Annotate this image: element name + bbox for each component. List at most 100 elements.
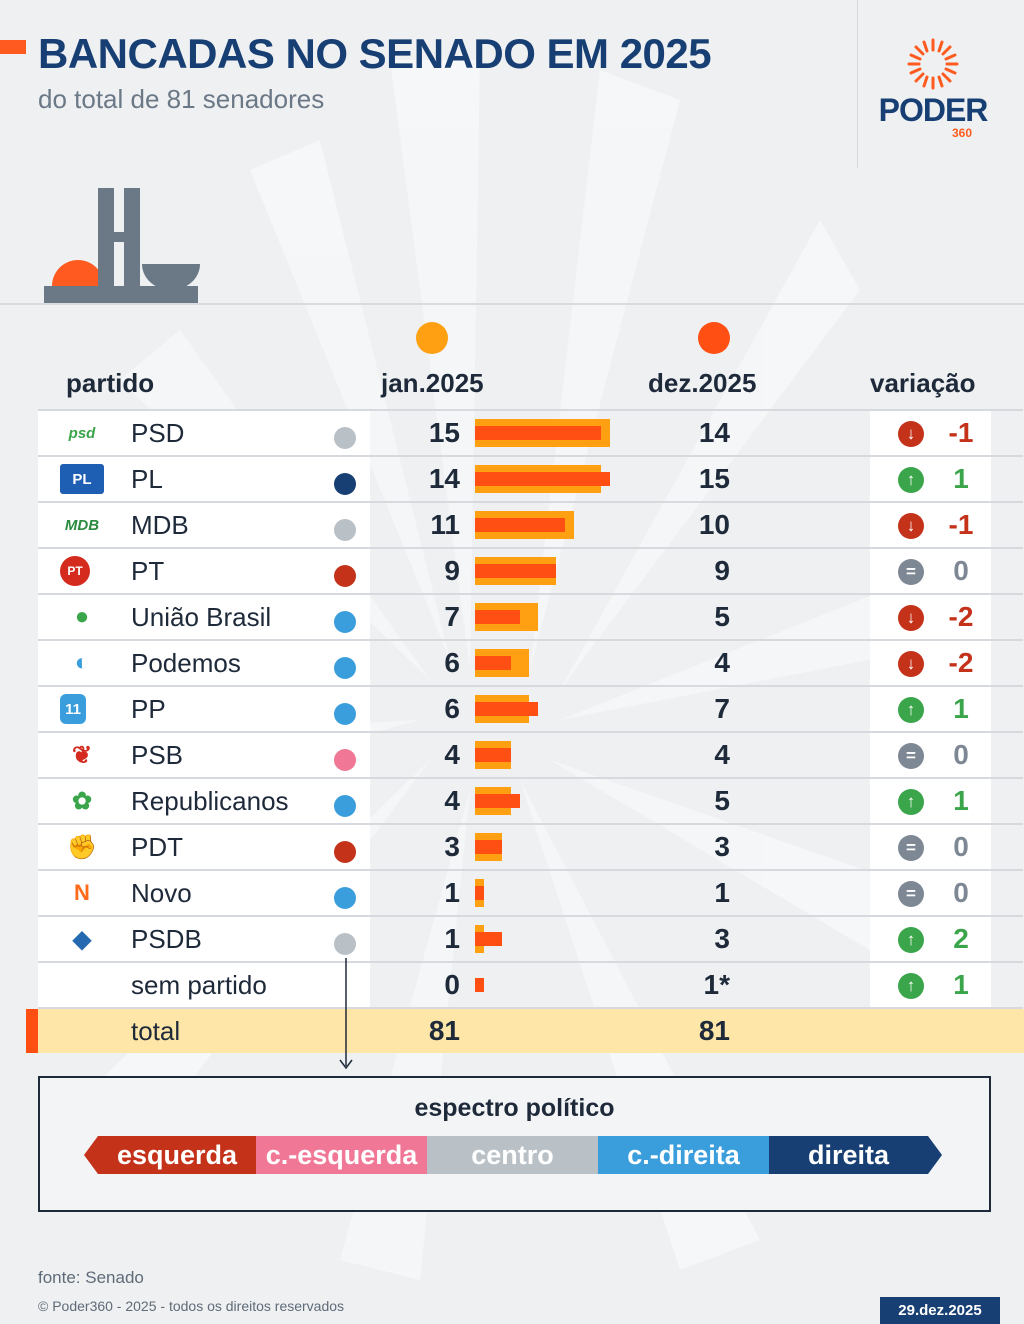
party-name: PT <box>131 556 165 586</box>
column-header-jan: jan.2025 <box>381 368 484 398</box>
value-jan: 15 <box>428 417 460 448</box>
arrow-down-icon: ↓ <box>898 651 924 677</box>
value-jan: 14 <box>428 463 460 494</box>
table-row: psd PSD 15 14 ↓ -1 <box>38 410 1023 456</box>
spectrum-label-esquerda: esquerda <box>116 1140 238 1170</box>
bar-dez <box>475 656 511 670</box>
page-title: BANCADAS NO SENADO EM 2025 <box>38 30 712 77</box>
spectrum-title: espectro político <box>414 1094 615 1122</box>
row-separator <box>38 501 1023 503</box>
source-note: fonte: Senado <box>38 1268 144 1287</box>
row-separator <box>38 869 1023 871</box>
row-separator <box>38 593 1023 595</box>
spectrum-label-centro: centro <box>471 1140 554 1170</box>
spectrum-segment-centro: centro <box>427 1136 598 1174</box>
party-logo-icon: ◆ <box>60 924 104 954</box>
value-jan: 11 <box>430 509 460 540</box>
value-dez: 15 <box>698 463 730 494</box>
arrow-up-icon: ↑ <box>898 467 924 493</box>
party-name: Novo <box>131 878 192 908</box>
bar-dez <box>475 748 511 762</box>
value-jan: 6 <box>444 693 460 724</box>
party-logo-icon: N <box>74 880 90 905</box>
value-dez: 14 <box>698 417 730 448</box>
header-divider <box>857 0 858 168</box>
value-dez: 1 <box>714 877 730 908</box>
party-name: MDB <box>131 510 189 540</box>
variation-value: 0 <box>953 831 969 862</box>
variation-value: 1 <box>953 693 969 724</box>
party-logo-glyph: ✊ <box>67 833 97 861</box>
party-name: PL <box>131 464 163 494</box>
spectrum-dot <box>334 427 356 449</box>
spectrum-right-arrowhead <box>928 1136 942 1174</box>
party-name: sem partido <box>131 970 267 1000</box>
arrow-equal-icon: = <box>898 881 924 907</box>
spectrum-segment-centro-esquerda: c.-esquerda <box>256 1136 427 1174</box>
value-jan: 9 <box>444 555 460 586</box>
arrow-up-icon: ↑ <box>898 789 924 815</box>
spectrum-pointer-arrow <box>339 958 353 1070</box>
row-separator <box>38 455 1023 457</box>
row-separator <box>38 1007 1023 1009</box>
party-logo-glyph: ✿ <box>71 787 93 815</box>
party-logo-icon: ● <box>60 602 104 632</box>
table-row: ● União Brasil 7 5 ↓ -2 <box>38 594 1023 640</box>
legend-jan-dot <box>416 322 448 354</box>
arrow-down-icon: ↓ <box>898 605 924 631</box>
total-accent-mark <box>26 1009 38 1053</box>
total-dez: 81 <box>698 1015 730 1046</box>
party-logo-icon: MDB <box>64 516 100 534</box>
variation-value: 1 <box>953 463 969 494</box>
congress-building-icon <box>44 188 200 304</box>
bar-dez <box>475 794 520 808</box>
logo-number: 360 <box>952 126 973 140</box>
arrow-equal-icon: = <box>898 743 924 769</box>
table-row: N Novo 1 1 = 0 <box>38 870 1023 916</box>
value-jan: 4 <box>444 785 460 816</box>
variation-value: -2 <box>948 601 974 632</box>
bar-dez <box>475 702 538 716</box>
header-separator <box>0 303 1024 305</box>
row-separator <box>38 915 1023 917</box>
total-label: total <box>131 1016 181 1046</box>
spectrum-label-direita: direita <box>807 1140 890 1170</box>
party-name: Podemos <box>131 648 241 678</box>
value-dez: 4 <box>714 739 730 770</box>
bar-dez <box>475 932 502 946</box>
table-row: 11 PP 6 7 ↑ 1 <box>38 686 1023 732</box>
party-logo-icon: ✊ <box>60 832 104 862</box>
party-name: PDT <box>131 832 183 862</box>
value-jan: 7 <box>444 601 460 632</box>
spectrum-dot <box>334 887 356 909</box>
spectrum-dot <box>334 749 356 771</box>
bar-dez <box>475 564 556 578</box>
poder360-logo: PODER 360 <box>878 36 988 146</box>
bar-dez <box>475 518 565 532</box>
bar-dez <box>475 472 610 486</box>
party-name: PSB <box>131 740 184 770</box>
total-jan: 81 <box>428 1015 460 1046</box>
row-separator <box>38 547 1023 549</box>
row-separator <box>38 639 1023 641</box>
logo-word: PODER <box>878 92 989 128</box>
party-logo-icon: PT <box>60 556 90 586</box>
value-dez: 5 <box>714 785 730 816</box>
column-header-party: partido <box>66 368 155 398</box>
table-row: MDB MDB 11 10 ↓ -1 <box>38 502 1023 548</box>
value-dez: 9 <box>714 555 730 586</box>
party-name: PSD <box>131 418 185 448</box>
party-column-bg <box>38 409 370 1007</box>
table-row: ◆ PSDB 1 3 ↑ 2 <box>38 916 1023 962</box>
spectrum-segment-esquerda: esquerda <box>98 1136 256 1174</box>
arrow-down-icon: ↓ <box>898 421 924 447</box>
page-subtitle: do total de 81 senadores <box>38 84 325 114</box>
row-separator <box>38 409 1023 411</box>
party-name: União Brasil <box>131 602 272 632</box>
party-logo-glyph: ◐ <box>74 649 90 676</box>
legend-dez-dot <box>698 322 730 354</box>
spectrum-dot <box>334 657 356 679</box>
copyright-note: © Poder360 - 2025 - todos os direitos re… <box>38 1298 345 1314</box>
arrow-up-icon: ↑ <box>898 697 924 723</box>
spectrum-dot <box>334 519 356 541</box>
